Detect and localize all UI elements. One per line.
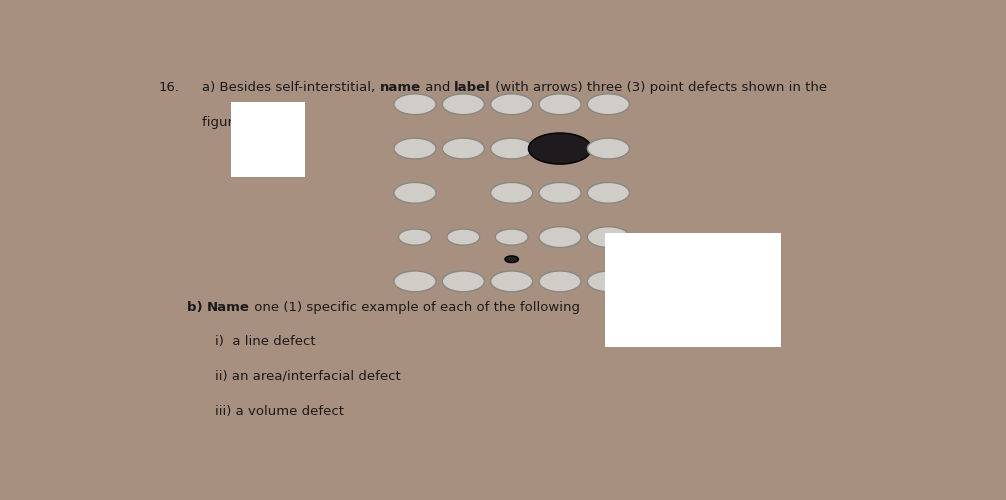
Circle shape <box>394 271 436 292</box>
Text: Name: Name <box>207 300 249 314</box>
Circle shape <box>588 271 630 292</box>
Text: b): b) <box>186 300 207 314</box>
Circle shape <box>495 229 528 245</box>
Circle shape <box>447 229 480 245</box>
Bar <box>231 102 305 178</box>
Circle shape <box>443 271 484 292</box>
Text: label: label <box>455 81 491 94</box>
Circle shape <box>491 182 533 203</box>
Text: iii) a volume defect: iii) a volume defect <box>215 404 344 417</box>
Circle shape <box>443 138 484 159</box>
Circle shape <box>539 182 581 203</box>
Circle shape <box>539 271 581 292</box>
Text: name: name <box>379 81 421 94</box>
Text: ii) an area/interfacial defect: ii) an area/interfacial defect <box>215 370 401 383</box>
Circle shape <box>588 94 630 114</box>
Text: (with arrows) three (3) point defects shown in the: (with arrows) three (3) point defects sh… <box>491 81 827 94</box>
Text: figure below (: figure below ( <box>202 116 295 129</box>
Text: i)  a line defect: i) a line defect <box>215 336 316 348</box>
Circle shape <box>491 94 533 114</box>
Circle shape <box>528 133 592 164</box>
Text: a) Besides self-interstitial,: a) Besides self-interstitial, <box>202 81 379 94</box>
Bar <box>606 233 781 347</box>
Text: 16.: 16. <box>159 81 179 94</box>
Circle shape <box>491 138 533 159</box>
Circle shape <box>394 138 436 159</box>
Circle shape <box>394 94 436 114</box>
Circle shape <box>394 182 436 203</box>
Text: and: and <box>421 81 455 94</box>
Circle shape <box>491 271 533 292</box>
Circle shape <box>505 256 518 262</box>
Circle shape <box>398 229 432 245</box>
Circle shape <box>443 94 484 114</box>
Text: one (1) specific example of each of the following: one (1) specific example of each of the … <box>249 300 579 314</box>
Circle shape <box>588 226 630 248</box>
Circle shape <box>539 226 581 248</box>
Circle shape <box>588 182 630 203</box>
Circle shape <box>539 94 581 114</box>
Circle shape <box>588 138 630 159</box>
